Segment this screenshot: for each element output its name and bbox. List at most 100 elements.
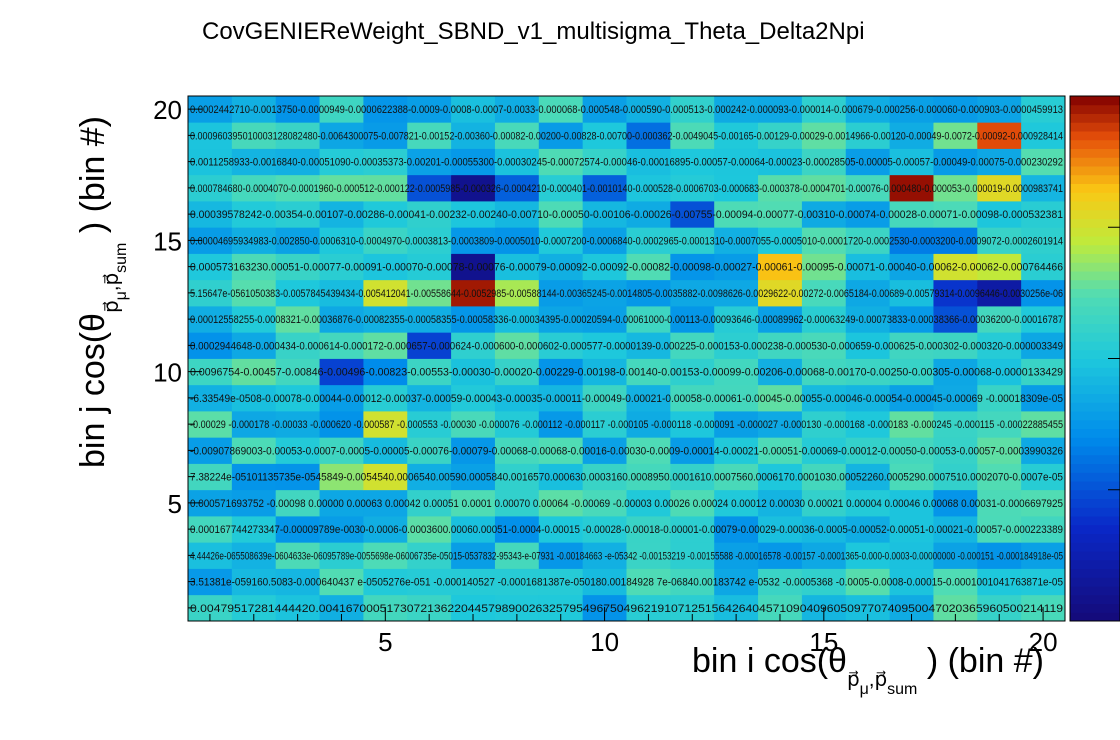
heatmap-cell (714, 122, 759, 149)
heatmap-cell (451, 463, 496, 491)
cell-value-row-label: 5.15647e-0561050383-0.0057845439434-0.00… (190, 288, 1063, 300)
heatmap-cell (231, 463, 277, 491)
heatmap-cell (275, 122, 320, 149)
heatmap-cell (1021, 332, 1066, 359)
y-tick-label: 10 (153, 358, 182, 388)
heatmap-cell (319, 437, 364, 464)
heatmap-cell (494, 227, 540, 254)
heatmap-cell (494, 568, 540, 596)
cell-value-row-label: -0.00029 -0.000178 -0.00033 -0.000620 -0… (190, 419, 1063, 431)
heatmap-cell (1021, 201, 1066, 228)
heatmap-cell (845, 174, 890, 202)
heatmap-cell (1021, 227, 1066, 254)
heatmap-cell (889, 306, 934, 333)
x-tick-label: 20 (1029, 627, 1058, 657)
heatmap-cell (407, 253, 452, 281)
heatmap-cell (275, 306, 320, 333)
heatmap-cell (494, 437, 540, 464)
heatmap-cell (275, 411, 320, 438)
colorbar-segment (1070, 411, 1120, 421)
heatmap-cell (977, 148, 1022, 176)
heatmap-cell (977, 227, 1022, 254)
heatmap-cell (363, 489, 408, 517)
heatmap-cell (758, 332, 803, 359)
heatmap-cell (407, 437, 452, 464)
colorbar-segment (1070, 341, 1120, 351)
heatmap-cell (889, 384, 934, 412)
heatmap-cell (231, 306, 277, 333)
heatmap-cell (582, 332, 627, 359)
heatmap-cell (1021, 411, 1066, 438)
colorbar-segment (1070, 577, 1120, 587)
heatmap-cell (494, 253, 540, 281)
heatmap-cell (407, 227, 452, 254)
y-tick-label: 15 (153, 226, 182, 256)
heatmap-cell (845, 253, 890, 281)
heatmap-cell (714, 253, 759, 281)
heatmap-cell (188, 384, 233, 412)
heatmap-cell (582, 463, 627, 491)
heatmap-cell (801, 516, 847, 543)
heatmap-cell (231, 411, 277, 438)
colorbar-segment (1070, 419, 1120, 429)
heatmap-cell (451, 542, 496, 569)
heatmap-cell (319, 306, 364, 333)
heatmap-cell (758, 463, 803, 491)
chart-title: CovGENIEReWeight_SBND_v1_multisigma_Thet… (202, 18, 865, 45)
colorbar-segment (1070, 183, 1120, 193)
heatmap-cell (582, 384, 627, 412)
heatmap-cell (933, 411, 978, 438)
heatmap-cell (451, 411, 496, 438)
heatmap-cell (626, 489, 671, 517)
heatmap-cell (626, 516, 671, 543)
heatmap-cell (363, 201, 408, 228)
heatmap-cell (538, 227, 584, 254)
heatmap-cell (933, 253, 978, 281)
colorbar-segment (1070, 244, 1120, 254)
heatmap-cell (231, 437, 277, 464)
cell-value-row-label: 0.0002944648-0.000434-0.000614-0.000172-… (190, 340, 1063, 352)
colorbar-segment (1070, 586, 1120, 596)
y-tick-label: 5 (168, 489, 182, 519)
heatmap-cell (933, 174, 978, 202)
heatmap-cell (714, 463, 759, 491)
heatmap-cell (714, 227, 759, 254)
heatmap-cell (538, 201, 584, 228)
heatmap-cell (538, 306, 584, 333)
heatmap-cell (889, 542, 934, 569)
heatmap-cell (275, 568, 320, 596)
heatmap-cell (977, 279, 1022, 307)
heatmap-cell (758, 568, 803, 596)
heatmap-cell (933, 148, 978, 176)
heatmap-cell (582, 568, 627, 596)
colorbar-segment (1070, 542, 1120, 552)
heatmap-cell (275, 96, 320, 123)
heatmap-cell (231, 253, 277, 281)
heatmap-cell (275, 148, 320, 176)
heatmap-cell (188, 463, 233, 491)
heatmap-cell (407, 411, 452, 438)
heatmap-cell (363, 568, 408, 596)
heatmap-cell (538, 568, 584, 596)
heatmap-cell (977, 201, 1022, 228)
x-tick-label: 5 (378, 627, 392, 657)
heatmap-cell (188, 542, 233, 569)
colorbar-segment (1070, 524, 1120, 534)
heatmap-cell (977, 516, 1022, 543)
colorbar-segment (1070, 174, 1120, 184)
colorbar-segment (1070, 201, 1120, 211)
colorbar-segment (1070, 148, 1120, 158)
heatmap-cell (538, 279, 584, 307)
heatmap-cell (670, 489, 715, 517)
heatmap-cell (1021, 542, 1066, 569)
heatmap-cell (1021, 96, 1066, 123)
heatmap-cell (758, 489, 803, 517)
heatmap-cell (933, 568, 978, 596)
heatmap-cell (626, 174, 671, 202)
heatmap-cell (363, 384, 408, 412)
heatmap-cell (1021, 437, 1066, 464)
heatmap-cell (494, 411, 540, 438)
colorbar-segment (1070, 218, 1120, 228)
heatmap-cell (889, 227, 934, 254)
colorbar-segment (1070, 367, 1120, 377)
